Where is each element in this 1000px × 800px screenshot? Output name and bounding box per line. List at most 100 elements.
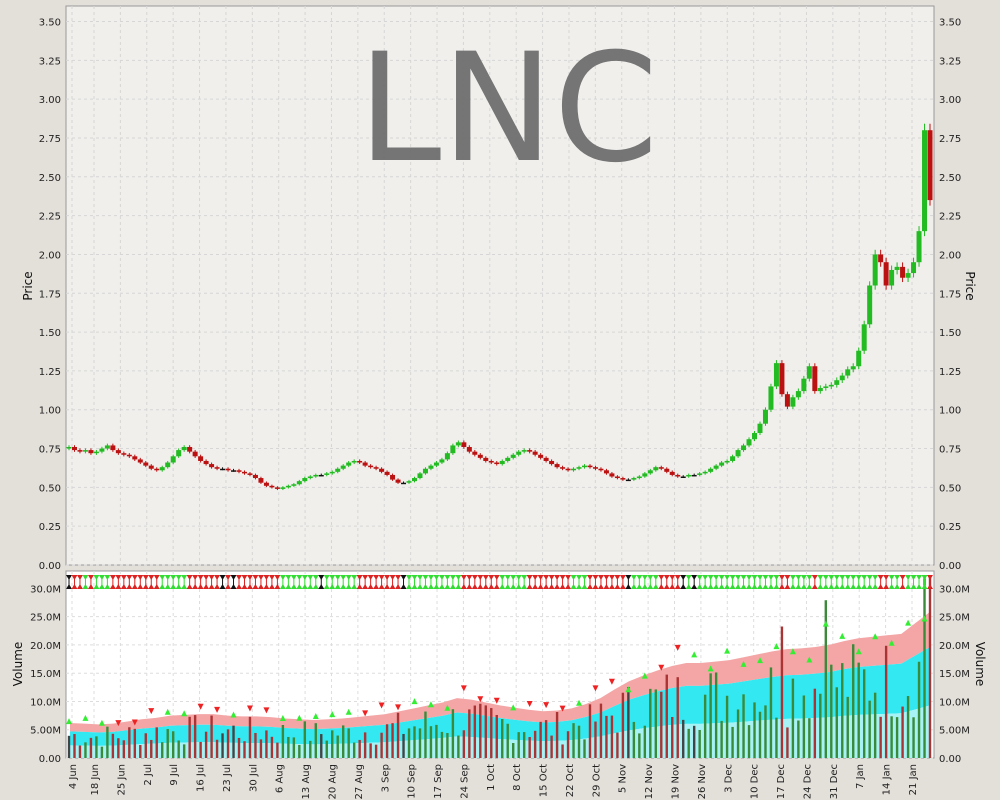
candle-body	[828, 384, 834, 387]
date-tick: 19 Nov	[671, 764, 682, 800]
price-tick-left: 3.00	[39, 95, 61, 106]
volume-bar	[67, 735, 71, 758]
volume-bars	[67, 576, 932, 758]
volume-bar	[638, 733, 641, 758]
volume-signal-arrow	[855, 648, 862, 655]
price-tick-left: 1.75	[39, 289, 61, 300]
volume-signal-arrow	[296, 714, 303, 721]
volume-band-upper	[70, 611, 930, 733]
volume-bar	[544, 720, 548, 758]
date-tick: 29 Oct	[591, 764, 602, 797]
date-tick: 8 Oct	[512, 764, 523, 791]
volume-bar	[671, 716, 674, 758]
volume-bar	[862, 669, 866, 758]
volume-bar	[758, 711, 762, 758]
candle-body	[165, 462, 171, 468]
date-tick: 6 Aug	[275, 764, 286, 793]
volume-bar	[490, 708, 493, 758]
volume-bar	[599, 703, 603, 758]
volume-signal-arrow	[592, 685, 599, 692]
volume-signal-arrow	[181, 710, 188, 717]
candle-body	[417, 473, 423, 479]
candle-body	[757, 423, 763, 434]
price-tick-left: 3.25	[39, 56, 61, 67]
candle-body	[82, 450, 88, 452]
volume-bar	[517, 732, 520, 758]
volume-bar	[725, 695, 729, 758]
candle-body	[724, 460, 730, 463]
candle-body	[329, 471, 335, 474]
candle-body	[697, 473, 703, 475]
volume-bar	[374, 744, 378, 758]
candle-body	[241, 471, 247, 474]
volume-bar	[610, 715, 614, 758]
volume-signal-arrow	[444, 704, 451, 711]
price-tick-left: 0.75	[39, 445, 61, 456]
volume-bar	[325, 740, 328, 758]
volume-signal-arrow	[822, 620, 829, 627]
volume-signal-arrow	[230, 711, 237, 718]
volume-bar	[819, 693, 822, 758]
date-tick: 1 Oct	[486, 764, 497, 791]
volume-signal-arrow	[921, 615, 928, 622]
date-tick: 3 Dec	[723, 764, 734, 793]
candle-body	[614, 476, 620, 479]
volume-bar	[742, 694, 745, 758]
candle-body	[220, 468, 226, 471]
candle-body	[384, 471, 390, 475]
volume-tick-left: 0.00	[39, 754, 61, 765]
date-tick: 25 Jun	[116, 764, 127, 796]
volume-bar	[193, 715, 197, 758]
candle-body	[231, 470, 237, 472]
price-tick-right: 3.25	[939, 56, 961, 67]
volume-bar	[594, 721, 597, 758]
volume-bar	[665, 674, 668, 758]
candle-body	[77, 450, 83, 452]
date-tick: 31 Dec	[829, 764, 840, 799]
volume-bar	[522, 732, 526, 758]
candle-body	[790, 397, 796, 407]
volume-bar	[440, 731, 444, 758]
candle-body	[104, 445, 110, 449]
candle-body	[433, 462, 439, 466]
candle-body	[741, 445, 747, 451]
volume-bar	[413, 726, 416, 758]
volume-tick-left: 10.0M	[30, 697, 61, 708]
candle-body	[137, 459, 143, 463]
volume-bar	[780, 626, 784, 758]
candle-body	[280, 487, 286, 489]
volume-axis-label-right: Volume	[973, 642, 987, 687]
candle-body	[927, 130, 933, 201]
volume-signal-arrow	[789, 648, 796, 655]
volume-bar	[155, 727, 158, 758]
candle-body	[307, 476, 313, 479]
volume-bar	[928, 576, 932, 758]
date-tick: 4 Jun	[68, 764, 79, 789]
candle-body	[126, 454, 132, 457]
volume-bar	[418, 728, 422, 758]
candle-body	[735, 450, 741, 457]
volume-bar	[775, 717, 778, 758]
volume-signal-arrow	[66, 718, 72, 725]
candle-body	[401, 482, 407, 485]
volume-bar	[797, 720, 800, 758]
volume-bar	[627, 687, 630, 758]
date-tick: 17 Sep	[433, 764, 444, 799]
date-tick: 5 Nov	[618, 764, 629, 793]
candle-body	[806, 366, 812, 379]
volume-bar	[89, 737, 93, 758]
volume-signal-arrow	[625, 686, 632, 693]
candle-body	[603, 470, 609, 474]
candle-body	[455, 442, 461, 446]
candle-body	[324, 473, 330, 475]
volume-bar	[577, 725, 581, 758]
candle-body	[93, 451, 99, 454]
candle-body	[625, 479, 631, 482]
volume-bar	[676, 677, 679, 758]
date-tick: 20 Aug	[327, 764, 338, 799]
volume-tick-left: 25.0M	[30, 613, 61, 624]
volume-signal-arrow	[98, 719, 105, 726]
candle-body	[719, 462, 725, 466]
volume-bar	[133, 728, 137, 758]
volume-bar	[512, 743, 515, 758]
